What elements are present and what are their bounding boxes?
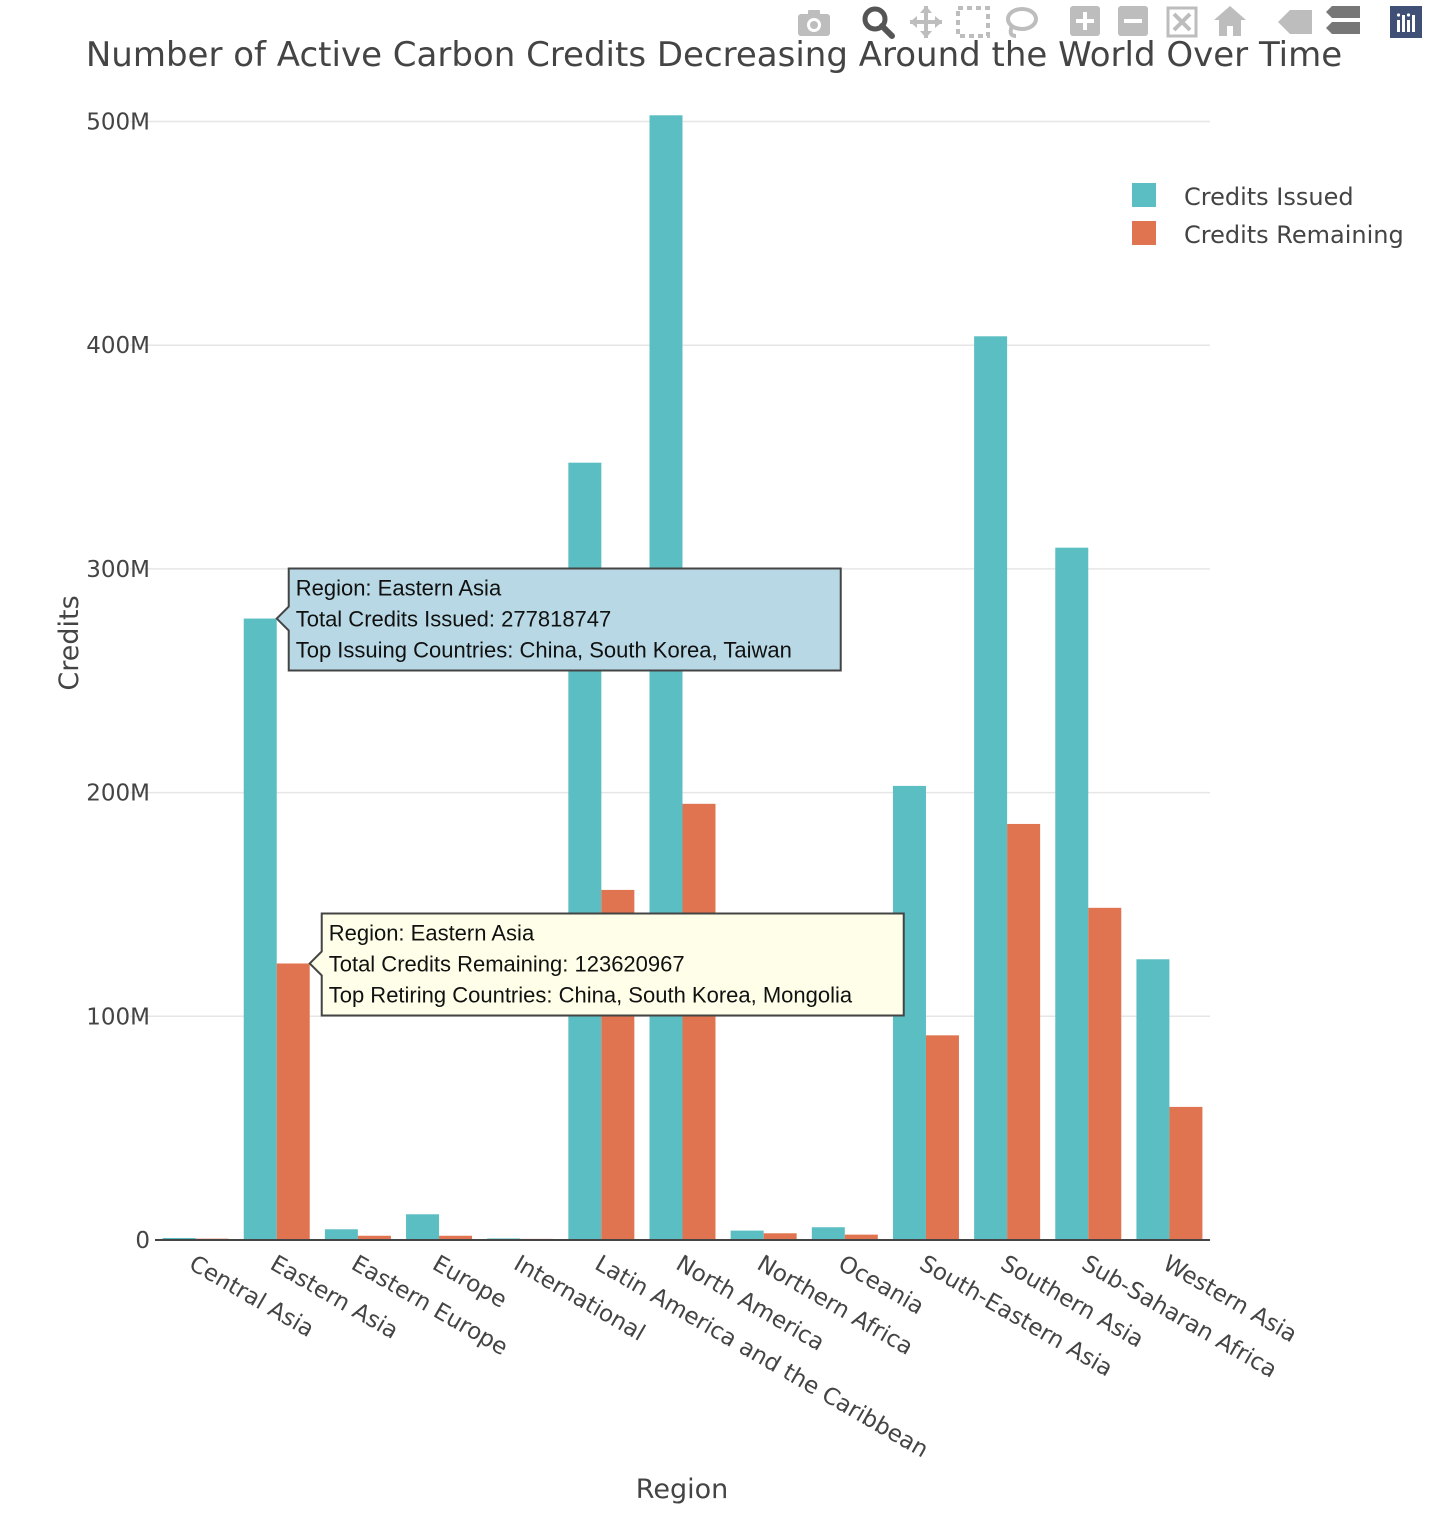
y-axis-ticks: 0 100M 200M 300M 400M 500M [86,110,150,1254]
bar-credits-remaining[interactable] [276,963,310,1240]
legend-swatch[interactable] [1132,183,1156,207]
bar-credits-remaining[interactable] [763,1233,797,1240]
chart-title: Number of Active Carbon Credits Decreasi… [86,35,1342,75]
y-tick-label: 500M [86,110,150,136]
bar-credits-issued[interactable] [974,336,1008,1240]
camera-icon[interactable] [798,10,830,36]
y-tick-label: 300M [86,557,150,583]
bars[interactable] [162,115,1203,1241]
y-tick-label: 200M [86,781,150,807]
bar-credits-issued[interactable] [162,1237,196,1240]
bar-credits-issued[interactable] [649,115,683,1241]
modebar [798,6,1422,39]
zoom-icon[interactable] [862,6,895,39]
bar-credits-issued[interactable] [243,618,277,1240]
lasso-icon[interactable] [1006,7,1038,38]
legend: Credits Issued Credits Remaining [1132,183,1404,249]
zoom-out-icon[interactable] [1118,6,1148,36]
x-axis-title: Region [636,1474,728,1505]
pan-icon[interactable] [910,6,942,38]
hover-label-hover_remaining: Region: Eastern Asia Total Credits Remain… [308,912,905,1017]
reset-axes-icon[interactable] [1214,6,1246,36]
hover-box [308,912,905,1017]
bar-credits-issued[interactable] [406,1214,440,1240]
y-tick-label: 0 [135,1228,150,1254]
bar-credits-issued[interactable] [730,1230,764,1240]
hover-line: Total Credits Issued: 277818747 [296,607,612,632]
plotly-logo-icon[interactable] [1390,6,1422,38]
zoom-in-icon[interactable] [1070,6,1100,36]
hover-line: Total Credits Remaining: 123620967 [329,951,685,976]
box-select-icon[interactable] [956,6,990,38]
bar-credits-remaining[interactable] [844,1234,878,1240]
bar-credits-issued[interactable] [811,1227,845,1240]
bar-credits-remaining[interactable] [357,1235,391,1240]
hover-line: Region: Eastern Asia [329,920,535,945]
hover-compare-icon[interactable] [1326,6,1360,34]
bar-credits-remaining[interactable] [682,803,716,1240]
legend-swatch[interactable] [1132,221,1156,245]
hover-label-hover_issued: Region: Eastern Asia Total Credits Issued… [275,567,842,672]
bar-credits-remaining[interactable] [439,1235,473,1240]
bar-credits-issued[interactable] [1055,547,1089,1240]
y-tick-label: 100M [86,1004,150,1030]
hover-line: Top Retiring Countries: China, South Kor… [329,982,853,1007]
y-tick-label: 400M [86,333,150,359]
hover-line: Top Issuing Countries: China, South Kore… [296,638,792,663]
hover-box [275,567,842,672]
autoscale-icon[interactable] [1166,6,1198,38]
bar-credits-remaining[interactable] [925,1035,959,1240]
legend-item-label[interactable]: Credits Issued [1184,183,1354,211]
bar-credits-issued[interactable] [1136,959,1170,1240]
bar-credits-remaining[interactable] [1007,823,1041,1240]
hover-labels: Region: Eastern Asia Total Credits Issued… [275,567,905,1017]
hover-closest-icon[interactable] [1278,10,1312,34]
bar-credits-issued[interactable] [324,1229,358,1240]
hover-line: Region: Eastern Asia [296,576,502,601]
legend-item-label[interactable]: Credits Remaining [1184,221,1404,249]
bar-credits-remaining[interactable] [1088,907,1122,1240]
y-axis-title: Credits [54,595,85,690]
bar-credits-remaining[interactable] [1169,1106,1203,1240]
